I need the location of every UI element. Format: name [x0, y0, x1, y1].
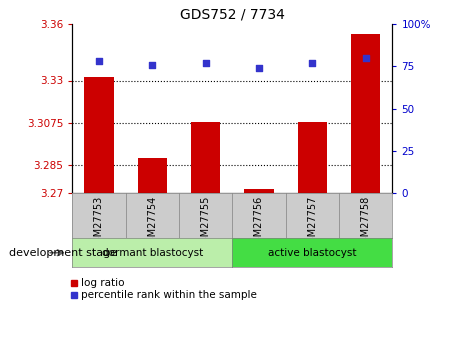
Text: GSM27755: GSM27755 [201, 195, 211, 249]
Bar [191, 122, 220, 193]
Point [308, 60, 316, 66]
Text: GSM27757: GSM27757 [307, 195, 318, 249]
Bar [298, 122, 327, 193]
Point [149, 62, 156, 68]
Text: log ratio: log ratio [81, 278, 124, 288]
Point [362, 55, 369, 61]
Text: GSM27756: GSM27756 [254, 195, 264, 249]
Bar [84, 77, 114, 193]
Text: dormant blastocyst: dormant blastocyst [101, 248, 203, 258]
Bar [351, 33, 380, 193]
Point [255, 65, 262, 71]
Text: GSM27754: GSM27754 [147, 195, 157, 249]
Point [202, 60, 209, 66]
Bar [244, 189, 274, 193]
Text: GSM27758: GSM27758 [361, 195, 371, 249]
Text: development stage: development stage [9, 248, 117, 258]
Bar [138, 158, 167, 193]
Text: GSM27753: GSM27753 [94, 195, 104, 249]
Text: active blastocyst: active blastocyst [268, 248, 357, 258]
Point [95, 59, 102, 64]
Text: percentile rank within the sample: percentile rank within the sample [81, 290, 257, 300]
Title: GDS752 / 7734: GDS752 / 7734 [180, 8, 285, 22]
